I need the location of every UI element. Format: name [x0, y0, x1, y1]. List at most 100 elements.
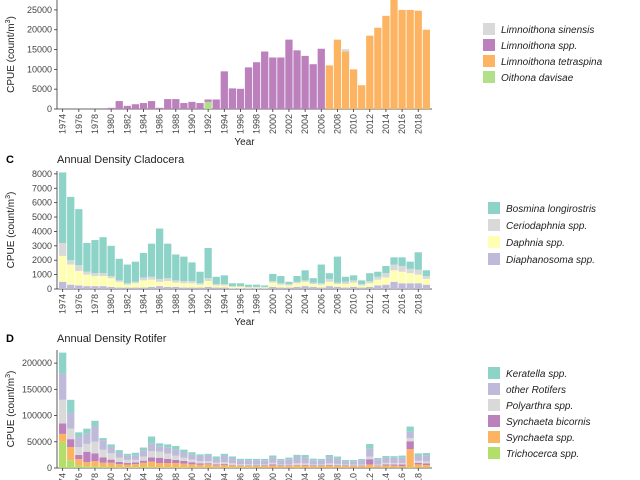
bar-segment	[180, 460, 188, 464]
x-tick-label: 2000	[268, 294, 278, 314]
y-tick-label: 15000	[27, 45, 52, 55]
panel-title: Annual Density Rotifer	[57, 333, 167, 345]
bar-segment	[75, 454, 83, 460]
legend-label: Limnoithona spp.	[501, 41, 577, 52]
y-tick-label: 20000	[27, 25, 52, 35]
bar-segment	[252, 284, 261, 287]
bar-segment	[398, 462, 406, 465]
y-axis-title-main: CPUE (count/m	[6, 199, 17, 268]
x-tick-label: 1978	[90, 294, 100, 314]
bar-segment	[131, 459, 140, 463]
bar-segment	[277, 460, 285, 465]
legend-item: Diaphanosoma spp.	[487, 252, 595, 266]
legend-swatch	[488, 367, 500, 379]
bar-segment	[91, 276, 99, 287]
y-tick-label: 2000	[32, 255, 52, 265]
bar-segment	[269, 462, 277, 465]
x-tick-label: 2008	[332, 473, 342, 480]
bar-segment	[301, 55, 309, 109]
bar-segment	[252, 62, 261, 109]
bar-segment	[196, 284, 204, 288]
bar-segment	[139, 447, 148, 451]
bar-segment	[172, 99, 180, 109]
bar-segment	[196, 271, 204, 284]
x-tick-label: 1992	[203, 114, 213, 134]
bar-segment	[172, 286, 180, 289]
bar-segment	[414, 464, 422, 468]
legend-swatch	[488, 431, 500, 443]
legend-swatch	[488, 415, 500, 427]
y-tick-label: 3000	[32, 241, 52, 251]
x-tick-label: 2018	[413, 473, 423, 480]
bar-segment	[123, 463, 131, 465]
bar-segment	[406, 449, 414, 468]
bar-segment	[188, 262, 196, 282]
bar-segment	[123, 464, 131, 468]
bar-segment	[374, 465, 382, 467]
bar-segment	[107, 459, 115, 463]
bar-segment	[75, 209, 83, 266]
bar-segment	[204, 464, 212, 468]
legend-swatch	[483, 39, 495, 51]
bar-segment	[164, 453, 172, 459]
bar-segment	[164, 286, 172, 289]
y-tick-label: 100000	[22, 411, 52, 421]
y-axis-title-sup: 3	[5, 19, 12, 23]
bar-segment	[382, 456, 390, 458]
legend-swatch	[488, 219, 500, 231]
bar-segment	[261, 458, 269, 461]
bar-segment	[285, 281, 293, 284]
x-tick-label: 2006	[316, 114, 326, 134]
bar-segment	[180, 103, 188, 109]
bar-segment	[285, 287, 293, 289]
bar-segment	[277, 276, 285, 284]
bar-segment	[115, 258, 123, 281]
x-tick-label: 1988	[171, 114, 181, 134]
legend-label: Limnoithona sinensis	[501, 25, 594, 36]
bar-segment	[382, 284, 390, 289]
bar-segment	[252, 464, 261, 466]
bar-segment	[398, 466, 406, 468]
bar-segment	[220, 455, 228, 463]
bar-segment	[293, 464, 301, 466]
bar-segment	[75, 436, 83, 448]
x-tick-label: 1984	[138, 473, 148, 480]
bar-segment	[67, 399, 75, 413]
bar-segment	[422, 463, 430, 466]
x-tick-label: 1996	[235, 473, 245, 480]
bar-segment	[91, 426, 99, 442]
bar-segment	[374, 457, 382, 460]
bar-segment	[67, 460, 75, 468]
bar-segment	[139, 287, 148, 289]
legend-label: Daphnia spp.	[506, 238, 565, 249]
bar-segment	[83, 271, 91, 275]
bar-segment	[212, 465, 220, 468]
bar-segment	[309, 466, 317, 468]
bar-segment	[422, 465, 430, 468]
bar-segment	[333, 465, 342, 466]
bar-segment	[414, 252, 422, 270]
x-tick-label: 1974	[58, 294, 68, 314]
bar-segment	[358, 280, 366, 284]
legend-swatch	[488, 447, 500, 459]
x-tick-label: 2012	[365, 114, 375, 134]
x-tick-label: 2014	[381, 473, 391, 480]
bar-segment	[406, 273, 414, 284]
bar-segment	[349, 282, 358, 287]
bar-segment	[156, 286, 164, 289]
bar-segment	[277, 284, 285, 288]
bar-segment	[390, 264, 398, 271]
x-tick-label: 1988	[171, 473, 181, 480]
bar-segment	[285, 457, 293, 460]
bar-segment	[156, 457, 164, 464]
bar-segment	[196, 103, 204, 109]
bar-segment	[366, 464, 374, 468]
bar-segment	[123, 105, 131, 109]
y-tick-label: 4000	[32, 226, 52, 236]
bar-segment	[172, 449, 180, 456]
legend-label: Limnoithona tetraspina	[501, 57, 603, 68]
bar-segment	[341, 466, 350, 468]
bar-segment	[83, 433, 91, 444]
bar-segment	[220, 462, 228, 464]
bar-segment	[91, 240, 99, 274]
